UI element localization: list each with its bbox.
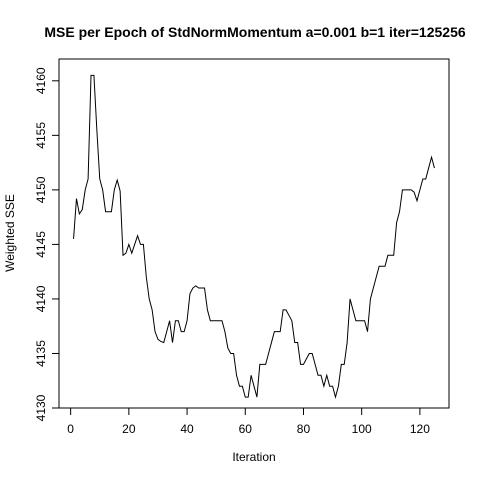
y-tick-label: 4140 xyxy=(34,285,48,312)
x-tick-label: 0 xyxy=(67,422,74,436)
y-tick-label: 4160 xyxy=(34,67,48,94)
x-tick-label: 100 xyxy=(352,422,372,436)
x-axis-label: Iteration xyxy=(232,450,275,464)
y-tick-label: 4150 xyxy=(34,176,48,203)
y-tick-label: 4130 xyxy=(34,394,48,421)
x-tick-label: 60 xyxy=(239,422,253,436)
x-tick-label: 40 xyxy=(180,422,194,436)
y-tick-label: 4135 xyxy=(34,340,48,367)
y-tick-label: 4155 xyxy=(34,122,48,149)
series-line xyxy=(73,74,435,400)
y-tick-label: 4145 xyxy=(34,231,48,258)
plot-frame xyxy=(58,58,450,409)
y-axis: 4130 4135 4140 4145 4150 4155 4160 xyxy=(34,67,59,421)
chart-title: MSE per Epoch of StdNormMomentum a=0.001… xyxy=(44,24,466,40)
x-axis: 0 20 40 60 80 100 120 xyxy=(67,408,430,436)
x-tick-label: 20 xyxy=(122,422,136,436)
x-tick-label: 120 xyxy=(410,422,430,436)
y-axis-label: Weighted SSE xyxy=(3,194,17,272)
x-tick-label: 80 xyxy=(297,422,311,436)
